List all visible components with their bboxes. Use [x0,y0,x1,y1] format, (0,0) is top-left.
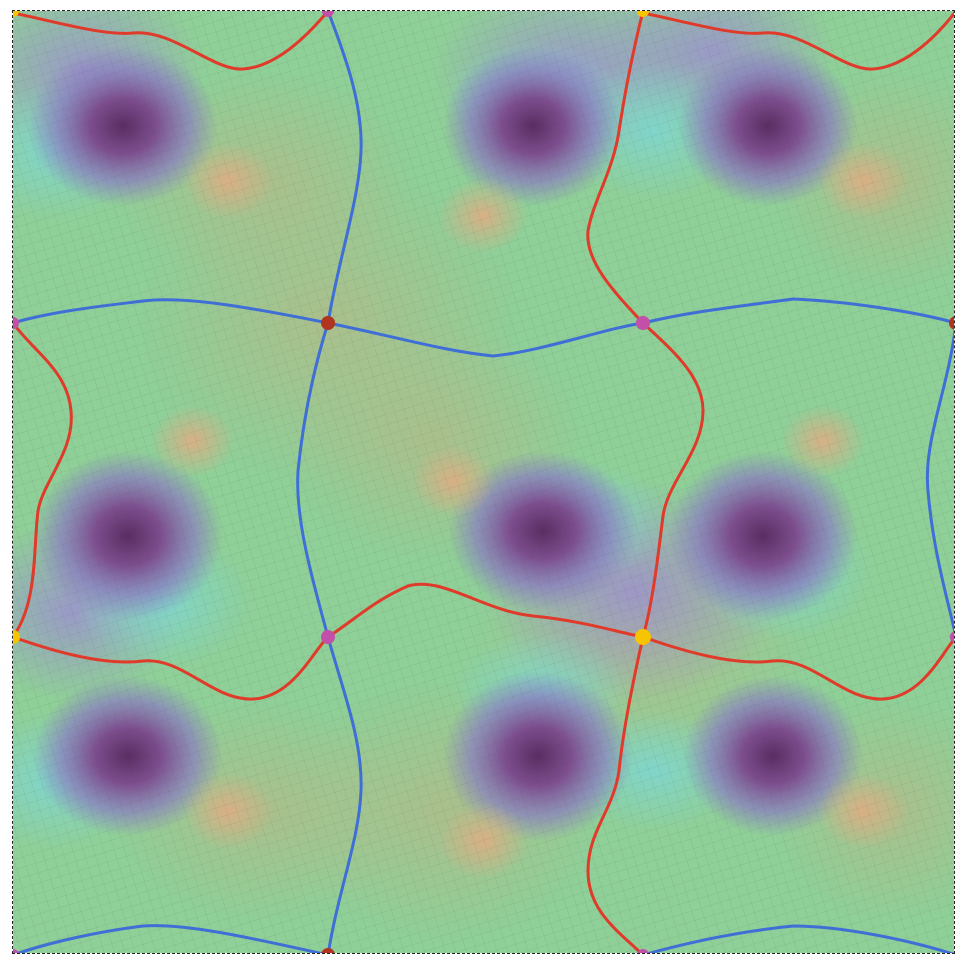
cone-vertex-magenta [13,949,19,953]
cone-vertex-brown [949,316,954,330]
cone-vertex-yellow [635,629,651,645]
cone-vertex-yellow [637,11,649,17]
texture-canvas [12,10,955,954]
cone-vertex-brown [321,316,335,330]
cone-vertex-magenta [13,317,19,329]
red-seam [13,11,954,953]
mesh-overlay [13,11,954,953]
cone-vertex-magenta [950,631,954,643]
cone-vertex-brown [321,948,335,953]
cone-vertex-magenta [322,11,334,17]
cone-vertex-yellow [13,630,20,644]
cone-vertices [13,11,954,953]
cone-vertex-magenta [637,949,649,953]
cone-vertex-magenta [636,316,650,330]
blue-seam [13,11,954,953]
cone-vertex-magenta [321,630,335,644]
cone-vertex-yellow [13,11,19,17]
texture-image [13,11,954,953]
